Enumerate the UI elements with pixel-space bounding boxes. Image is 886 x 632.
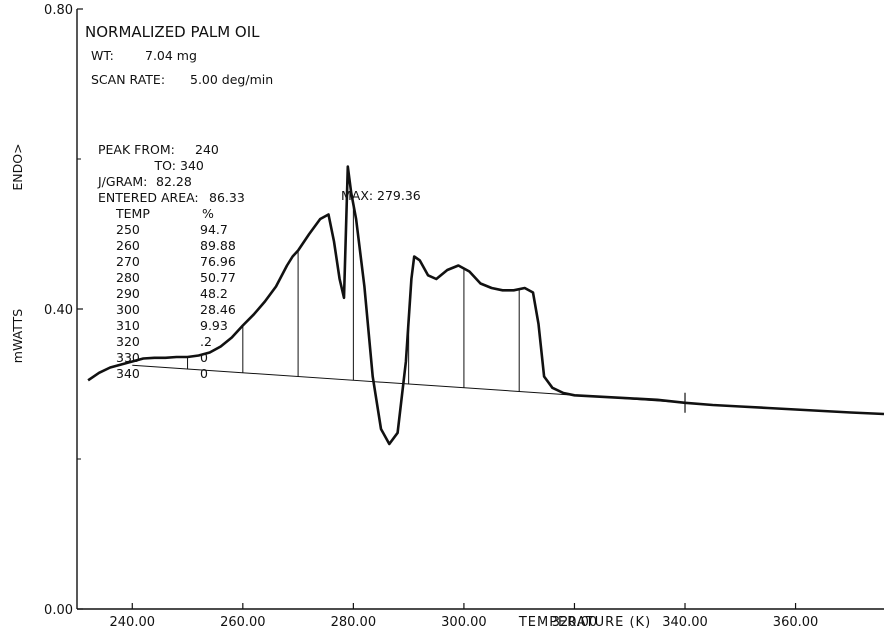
weight-label: WT:	[91, 48, 114, 63]
series-line	[87, 165, 885, 446]
peak-from-value: 240	[195, 142, 219, 157]
max-label: MAX:	[341, 188, 373, 203]
peak-to-value: 340	[180, 158, 204, 173]
x-tick-label: 240.00	[110, 615, 156, 630]
table-cell-pct: 76.96	[200, 254, 236, 269]
x-tick-label: 320.00	[552, 615, 598, 630]
x-tick-label: 280.00	[331, 615, 377, 630]
table-cell-pct: 0	[200, 350, 208, 365]
table-cell-temp: 270	[116, 254, 140, 269]
table-cell-pct: 28.46	[200, 302, 236, 317]
weight-value: 7.04 mg	[145, 48, 197, 63]
x-axis-label: TEMPERATURE (K)	[518, 615, 651, 630]
table-cell-temp: 260	[116, 238, 140, 253]
table-cell-pct: 89.88	[200, 238, 236, 253]
y-tick-group: 0.00 0.40 0.80	[44, 3, 83, 618]
y-tick-label: 0.80	[44, 3, 73, 18]
table-cell-temp: 320	[116, 334, 140, 349]
table-cell-temp: 250	[116, 222, 140, 237]
x-tick-label: 260.00	[220, 615, 266, 630]
table-cell-pct: 94.7	[200, 222, 228, 237]
table-header-pct: %	[202, 206, 214, 221]
jgram-label: J/GRAM:	[97, 174, 147, 189]
x-tick-label: 340.00	[662, 615, 708, 630]
y-axis-label-endo: ENDO>	[10, 143, 25, 190]
area-table: 250 94.7 260 89.88 270 76.96 280 50.77 290 48.2 30…	[116, 222, 236, 381]
scan-rate-label: SCAN RATE:	[91, 72, 165, 87]
peak-to-label: TO:	[154, 158, 176, 173]
x-tick-label: 300.00	[441, 615, 487, 630]
table-cell-pct: 50.77	[200, 270, 236, 285]
table-cell-temp: 300	[116, 302, 140, 317]
table-cell-pct: 9.93	[200, 318, 228, 333]
table-cell-temp: 290	[116, 286, 140, 301]
table-cell-temp: 310	[116, 318, 140, 333]
entered-area-label: ENTERED AREA:	[98, 190, 199, 205]
jgram-value: 82.28	[156, 174, 192, 189]
table-cell-pct: 0	[200, 366, 208, 381]
y-tick-label: 0.00	[44, 603, 73, 618]
table-cell-pct: 48.2	[200, 286, 228, 301]
table-cell-temp: 280	[116, 270, 140, 285]
y-tick-label: 0.40	[44, 303, 73, 318]
x-tick-group: 240.00 260.00 280.00 300.00 320.00 340.00 360.…	[110, 603, 819, 630]
y-axis-label: mWATTS	[10, 309, 25, 363]
x-tick-label: 360.00	[773, 615, 819, 630]
chart-title: NORMALIZED PALM OIL	[85, 23, 260, 41]
max-value: 279.36	[377, 188, 421, 203]
table-cell-temp: 340	[116, 366, 140, 381]
table-cell-pct: .2	[200, 334, 212, 349]
peak-from-label: PEAK FROM:	[98, 142, 175, 157]
scan-rate-value: 5.00 deg/min	[190, 72, 273, 87]
entered-area-value: 86.33	[209, 190, 245, 205]
partition-lines	[187, 204, 686, 413]
table-header-temp: TEMP	[115, 206, 150, 221]
